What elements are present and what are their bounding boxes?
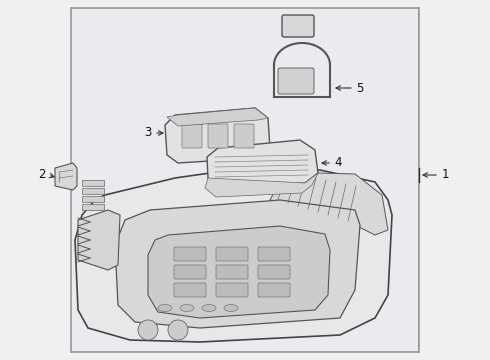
FancyBboxPatch shape — [278, 68, 314, 94]
Polygon shape — [78, 210, 120, 270]
Bar — [82, 196, 104, 202]
Text: 4: 4 — [334, 157, 342, 170]
Bar — [82, 188, 104, 194]
FancyBboxPatch shape — [174, 247, 206, 261]
Bar — [71, 8, 419, 352]
Polygon shape — [167, 108, 268, 126]
FancyBboxPatch shape — [208, 124, 228, 148]
Circle shape — [168, 320, 188, 340]
Polygon shape — [165, 108, 270, 163]
Polygon shape — [55, 163, 77, 190]
Text: 5: 5 — [356, 81, 364, 94]
FancyBboxPatch shape — [282, 15, 314, 37]
FancyBboxPatch shape — [258, 247, 290, 261]
Text: 3: 3 — [145, 126, 152, 139]
Ellipse shape — [180, 305, 194, 311]
FancyBboxPatch shape — [174, 265, 206, 279]
Polygon shape — [270, 172, 388, 235]
FancyBboxPatch shape — [234, 124, 254, 148]
Polygon shape — [205, 173, 318, 197]
Circle shape — [138, 320, 158, 340]
FancyBboxPatch shape — [174, 283, 206, 297]
Ellipse shape — [158, 305, 172, 311]
Bar — [82, 204, 104, 210]
Polygon shape — [115, 200, 360, 328]
Text: 1: 1 — [441, 168, 449, 181]
Text: 2: 2 — [38, 168, 46, 181]
FancyBboxPatch shape — [216, 247, 248, 261]
Bar — [419, 8, 482, 352]
Ellipse shape — [202, 305, 216, 311]
Polygon shape — [75, 170, 392, 342]
Ellipse shape — [224, 305, 238, 311]
Bar — [82, 180, 104, 186]
Polygon shape — [207, 140, 318, 188]
FancyBboxPatch shape — [216, 265, 248, 279]
FancyBboxPatch shape — [182, 124, 202, 148]
FancyBboxPatch shape — [258, 283, 290, 297]
FancyBboxPatch shape — [258, 265, 290, 279]
Polygon shape — [148, 226, 330, 318]
FancyBboxPatch shape — [216, 283, 248, 297]
